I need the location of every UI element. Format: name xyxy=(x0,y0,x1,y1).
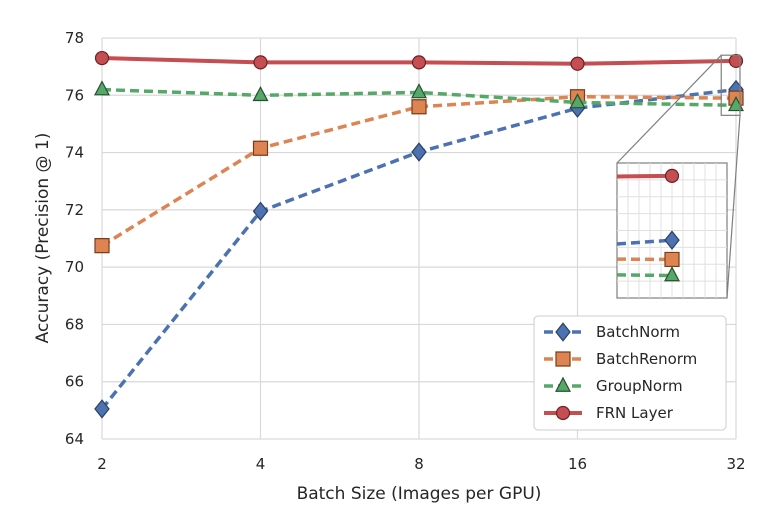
data-point xyxy=(252,201,269,221)
inset-series-line xyxy=(616,173,673,179)
data-point xyxy=(569,93,586,109)
legend: BatchNorm BatchRenorm GroupNorm FRN Layer xyxy=(533,315,727,431)
series xyxy=(94,50,744,419)
legend-entry: BatchRenorm xyxy=(544,350,697,368)
inset-data-point xyxy=(664,251,680,268)
y-tick-label: 72 xyxy=(65,201,84,219)
legend-marker xyxy=(555,351,571,367)
series-batchnorm xyxy=(94,79,744,419)
data-point xyxy=(411,83,427,99)
y-tick-label: 78 xyxy=(65,29,84,47)
x-axis-ticks: 2 4 8 16 32 xyxy=(97,455,745,473)
data-point xyxy=(570,56,585,71)
legend-marker xyxy=(555,405,571,421)
data-point xyxy=(94,399,110,419)
y-tick-label: 68 xyxy=(65,315,84,333)
data-point xyxy=(411,99,427,115)
legend-box xyxy=(533,315,727,431)
x-tick-label: 16 xyxy=(568,455,587,473)
inset-series-batchnorm xyxy=(616,230,680,250)
inset-series-batchrenorm xyxy=(616,251,680,268)
inset-series-groupnorm xyxy=(616,266,680,282)
legend-label: GroupNorm xyxy=(596,377,683,395)
inset-data-point xyxy=(664,230,680,250)
data-point xyxy=(252,85,269,102)
inset-data-point xyxy=(664,266,680,282)
data-point xyxy=(411,55,427,70)
data-point xyxy=(252,140,269,156)
data-point xyxy=(728,53,744,69)
x-tick-label: 4 xyxy=(256,455,266,473)
data-point xyxy=(94,50,110,66)
y-tick-label: 76 xyxy=(65,86,84,104)
legend-marker xyxy=(555,322,571,342)
series-line xyxy=(101,94,737,248)
zoom-connector xyxy=(726,115,741,299)
data-point xyxy=(94,238,110,254)
y-axis-label: Accuracy (Precision @ 1) xyxy=(33,133,53,344)
legend-entry: BatchNorm xyxy=(544,322,680,342)
legend-label: BatchNorm xyxy=(596,323,680,341)
y-tick-label: 70 xyxy=(65,258,84,276)
legend-label: BatchRenorm xyxy=(596,350,697,368)
data-point xyxy=(94,80,110,96)
y-tick-label: 64 xyxy=(65,430,84,448)
inset-data-point xyxy=(664,168,680,183)
zoom-connector xyxy=(616,54,722,164)
legend-entry: GroupNorm xyxy=(544,376,683,395)
data-point xyxy=(411,142,427,162)
series-line xyxy=(101,87,737,108)
x-axis-label: Batch Size (Images per GPU) xyxy=(297,484,542,504)
inset-series-line xyxy=(616,238,673,246)
y-tick-label: 74 xyxy=(65,144,84,162)
x-tick-label: 32 xyxy=(726,455,745,473)
inset-zoom xyxy=(616,54,741,299)
zoom-source-box xyxy=(720,54,741,116)
series-groupnorm xyxy=(94,80,744,112)
inset-series-line xyxy=(616,273,673,278)
x-tick-label: 8 xyxy=(414,455,424,473)
grid xyxy=(101,37,737,440)
inset-series-frn-layer xyxy=(616,168,680,183)
legend-entry: FRN Layer xyxy=(544,404,674,422)
x-tick-label: 2 xyxy=(97,455,107,473)
data-point xyxy=(253,55,268,70)
legend-label: FRN Layer xyxy=(596,404,674,422)
legend-marker xyxy=(555,376,571,392)
y-axis-ticks: 64 66 68 70 72 74 76 78 xyxy=(65,29,84,448)
y-tick-label: 66 xyxy=(65,373,84,391)
series-frn-layer xyxy=(94,50,744,71)
